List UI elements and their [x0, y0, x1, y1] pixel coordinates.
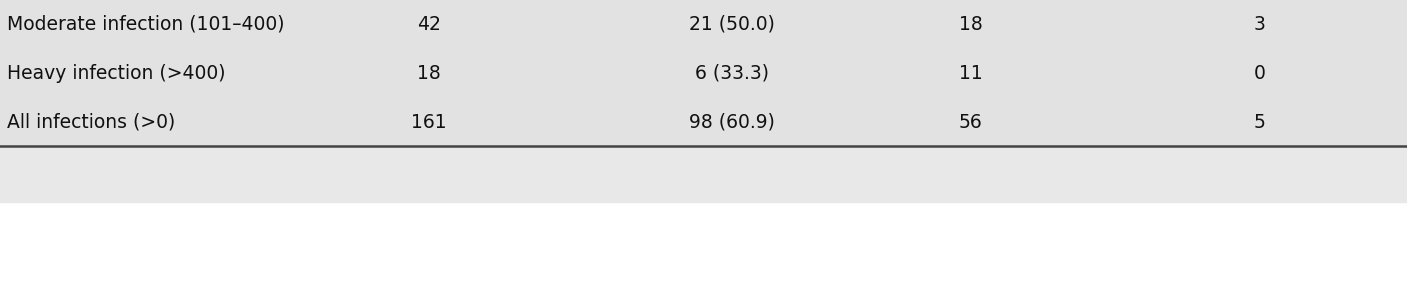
- Bar: [0, 0, 1407, 146]
- Text: 18: 18: [418, 64, 440, 83]
- Bar: [0, 146, 1407, 202]
- Text: 5: 5: [1254, 113, 1265, 132]
- Text: Moderate infection (101–400): Moderate infection (101–400): [7, 15, 284, 34]
- Text: 21 (50.0): 21 (50.0): [688, 15, 775, 34]
- Text: 42: 42: [418, 15, 440, 34]
- Text: 18: 18: [960, 15, 982, 34]
- Text: All infections (>0): All infections (>0): [7, 113, 176, 132]
- Text: 98 (60.9): 98 (60.9): [688, 113, 775, 132]
- Text: 6 (33.3): 6 (33.3): [695, 64, 768, 83]
- Text: 161: 161: [411, 113, 447, 132]
- Text: 3: 3: [1254, 15, 1265, 34]
- Text: 11: 11: [960, 64, 982, 83]
- Text: 0: 0: [1254, 64, 1265, 83]
- Text: 56: 56: [960, 113, 982, 132]
- Text: Heavy infection (>400): Heavy infection (>400): [7, 64, 225, 83]
